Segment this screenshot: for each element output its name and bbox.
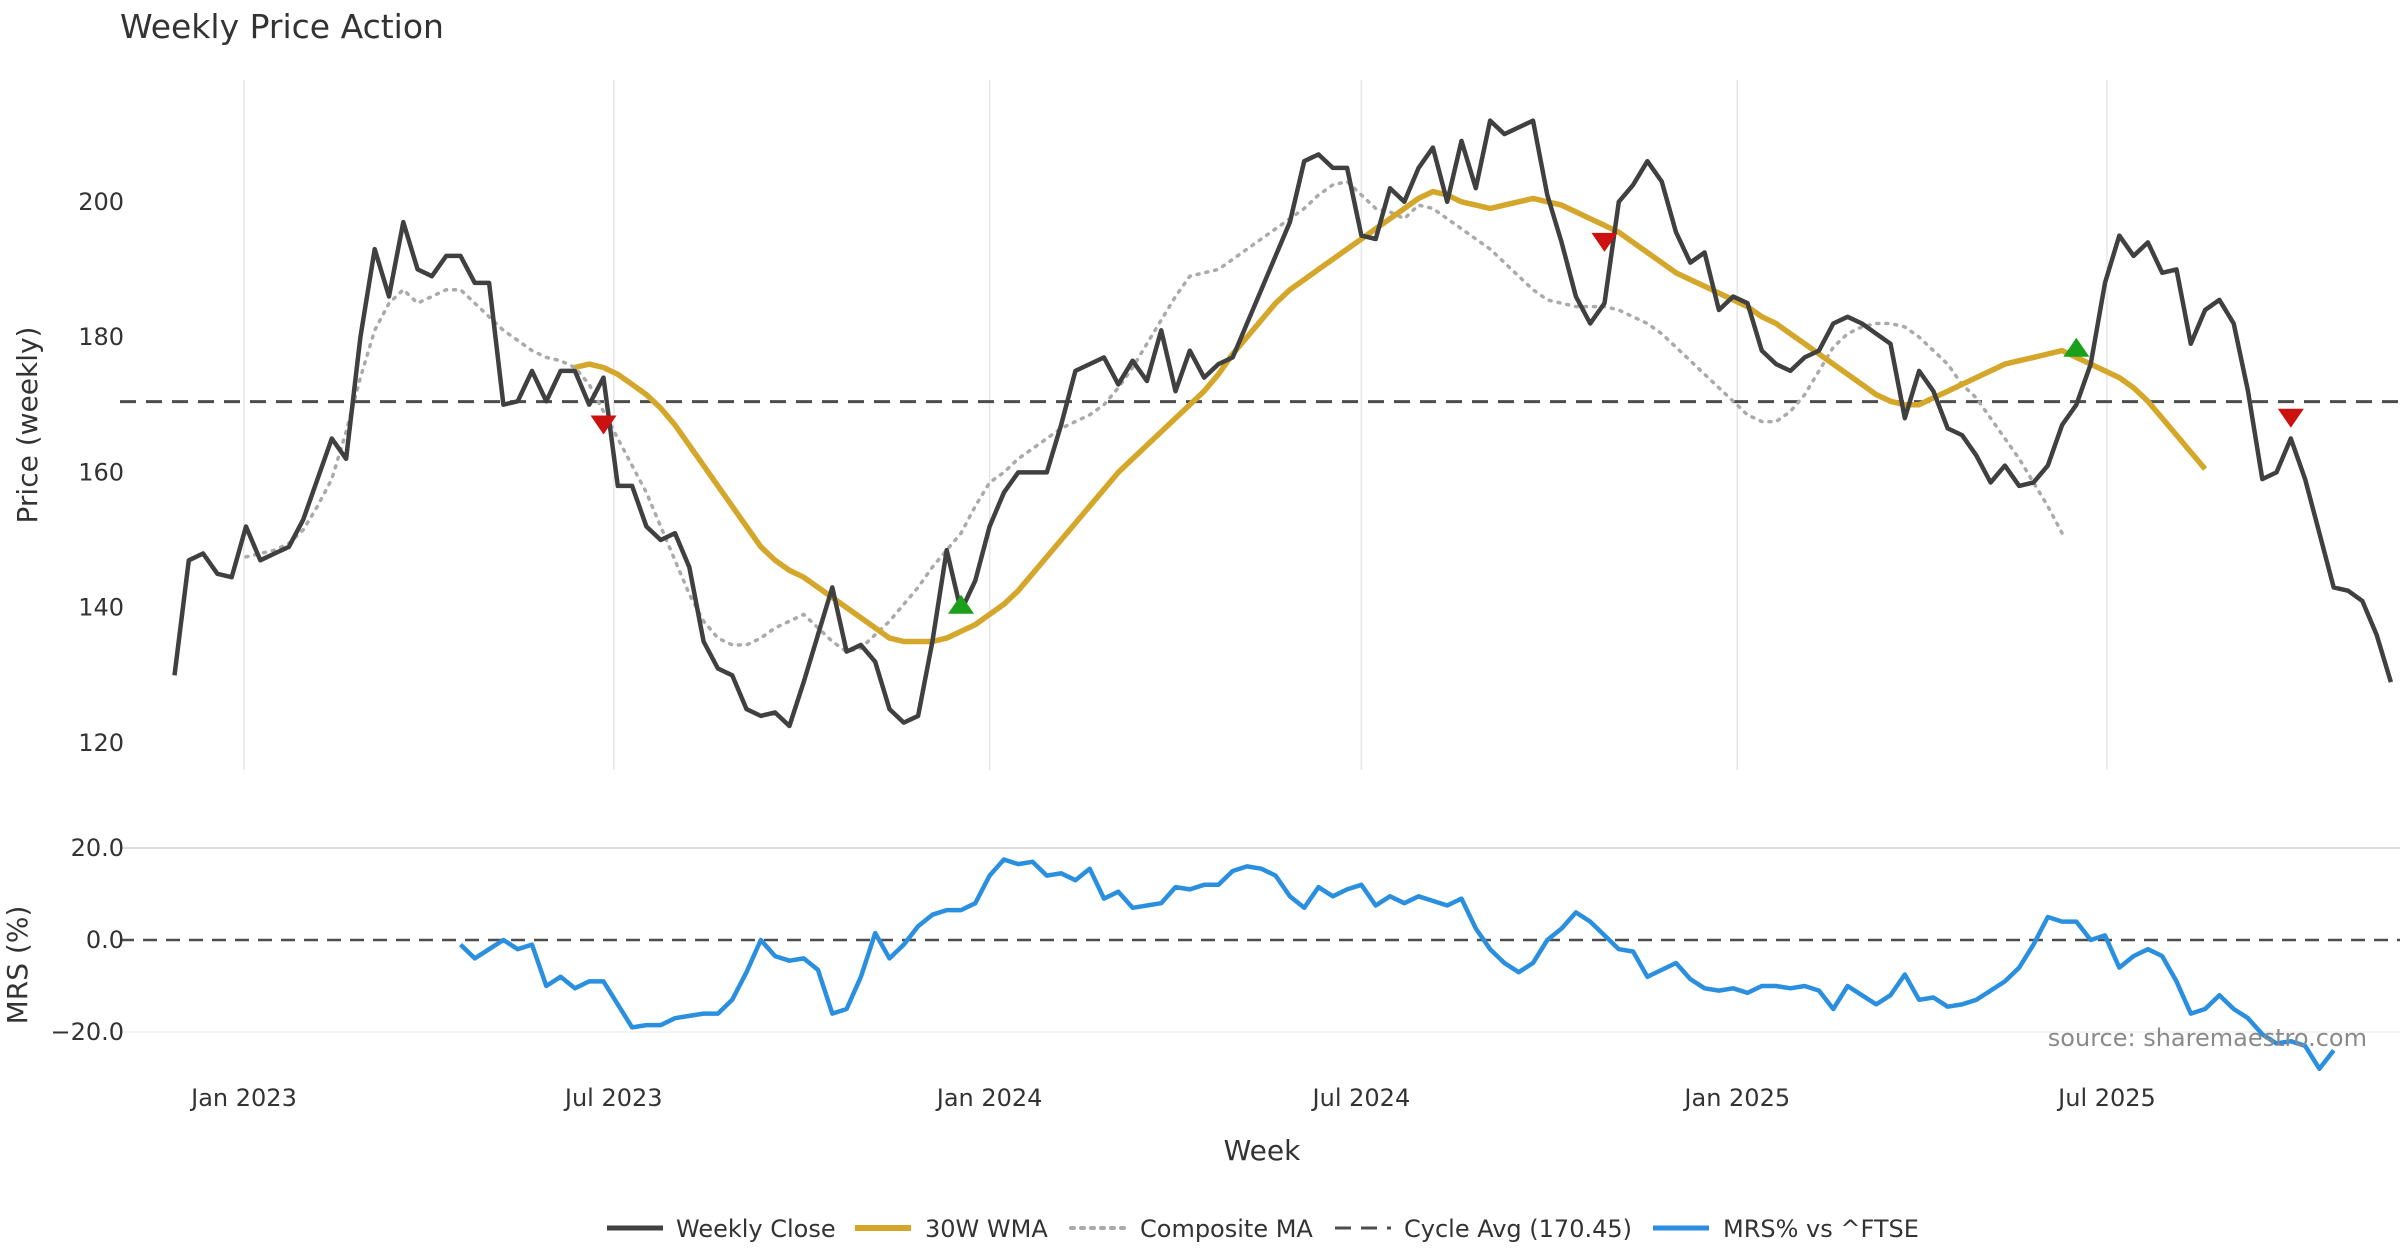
- source-note: source: sharemaestro.com: [2048, 1024, 2367, 1052]
- buy-signal-marker-1: [948, 594, 975, 614]
- signal-markers: [590, 232, 2304, 614]
- x-tick-label: Jan 2025: [1682, 1084, 1790, 1112]
- legend: Weekly Close 30W WMA Composite MA Cycle …: [607, 1215, 1919, 1243]
- sell-signal-marker-2: [1591, 232, 1618, 252]
- x-tick-label: Jan 2024: [935, 1084, 1043, 1112]
- top-y-axis-label: Price (weekly): [11, 327, 44, 524]
- chart-title: Weekly Price Action: [120, 7, 444, 46]
- legend-label-30w-wma: 30W WMA: [925, 1215, 1048, 1243]
- legend-label-composite-ma: Composite MA: [1140, 1215, 1313, 1243]
- top-y-tick-label: 140: [78, 594, 124, 622]
- bottom-series-layer: [120, 857, 2400, 1072]
- x-axis-label: Week: [1224, 1134, 1301, 1167]
- buy-signal-marker-3: [2063, 337, 2090, 357]
- series-line-composite-ma: [244, 179, 2064, 654]
- top-y-tick-label: 160: [78, 458, 124, 486]
- bottom-y-tick-label: −20.0: [50, 1018, 124, 1046]
- legend-label-cycle-avg: Cycle Avg (170.45): [1404, 1215, 1632, 1243]
- legend-label-weekly-close: Weekly Close: [676, 1215, 836, 1243]
- x-tick-label: Jul 2024: [1311, 1084, 1411, 1112]
- top-y-tick-label: 200: [78, 188, 124, 216]
- series-line-mrs-vs-ftse: [458, 857, 2336, 1072]
- sell-signal-marker-4: [2277, 408, 2304, 428]
- series-line-30w-wma: [574, 188, 2208, 645]
- top-y-tick-label: 180: [78, 323, 124, 351]
- bottom-grid: [120, 847, 2400, 1033]
- legend-label-mrs: MRS% vs ^FTSE: [1723, 1215, 1919, 1243]
- bottom-y-ticks: 20.0 0.0 −20.0: [50, 834, 124, 1046]
- bottom-y-tick-label: 20.0: [71, 834, 124, 862]
- x-tick-label: Jan 2023: [189, 1084, 297, 1112]
- x-ticks: Jan 2023 Jul 2023 Jan 2024 Jul 2024 Jan 2025…: [189, 1084, 2156, 1112]
- x-tick-label: Jul 2023: [563, 1084, 663, 1112]
- top-y-ticks: 120 140 160 180 200: [78, 188, 124, 757]
- series-line-weekly-close: [172, 118, 2394, 729]
- bottom-y-tick-label: 0.0: [86, 926, 124, 954]
- sell-signal-marker-0: [590, 415, 617, 435]
- x-tick-label: Jul 2025: [2056, 1084, 2156, 1112]
- bottom-y-axis-label: MRS (%): [1, 906, 34, 1025]
- top-series-layer: [120, 118, 2400, 729]
- top-y-tick-label: 120: [78, 729, 124, 757]
